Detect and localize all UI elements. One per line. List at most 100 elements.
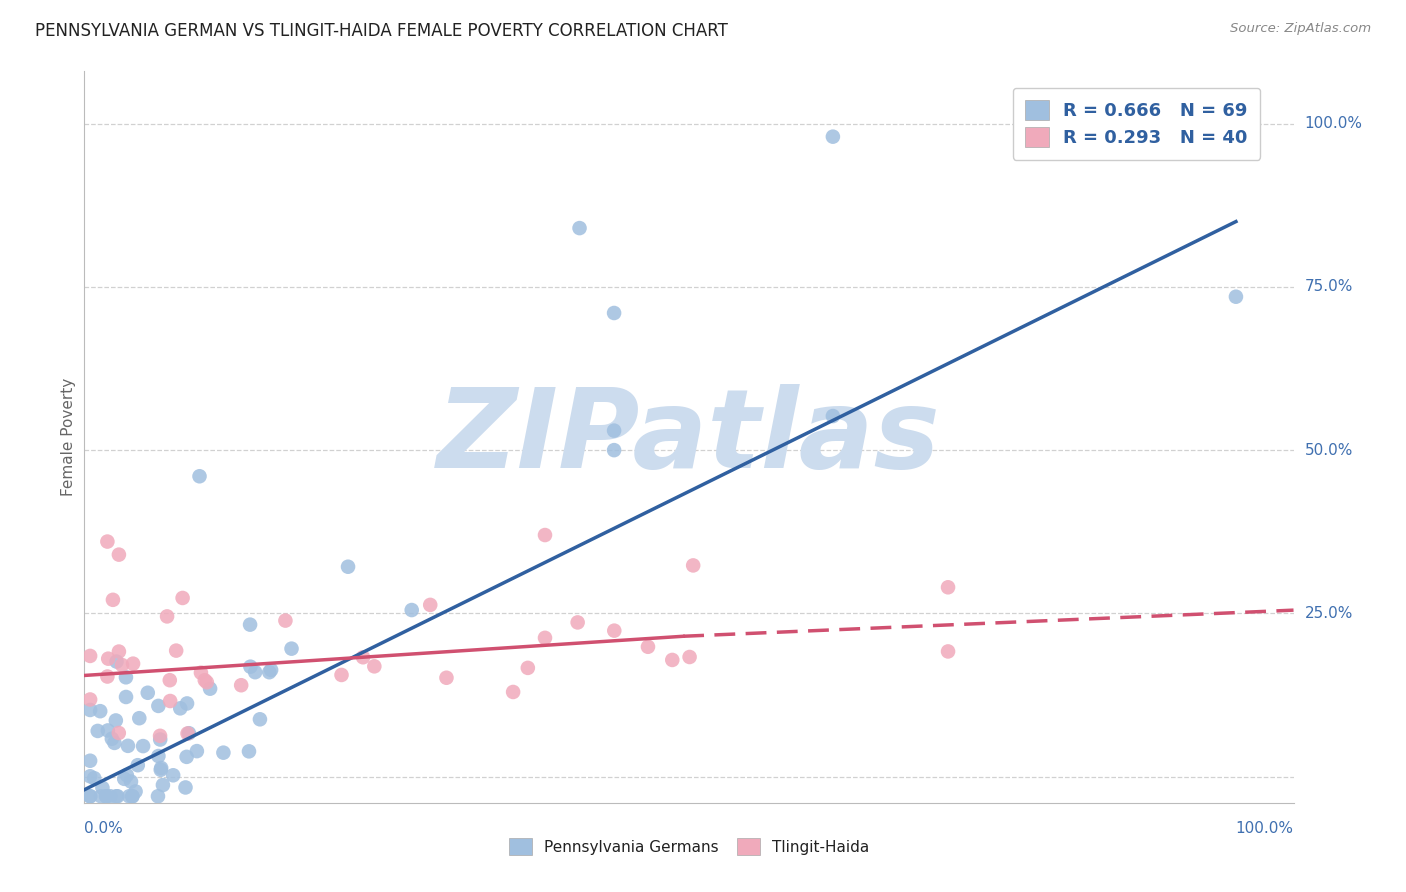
Point — [936, 644, 959, 658]
Point — [127, 758, 149, 772]
Point — [176, 726, 198, 740]
Point — [100, 789, 122, 804]
Point — [91, 780, 114, 795]
Point — [516, 661, 538, 675]
Point — [97, 651, 120, 665]
Point — [249, 712, 271, 726]
Text: 0.0%: 0.0% — [84, 822, 124, 837]
Point — [212, 746, 235, 760]
Point — [101, 731, 124, 746]
Point — [79, 692, 101, 706]
Point — [534, 631, 557, 645]
Point — [936, 580, 959, 594]
Point — [115, 768, 138, 782]
Point — [111, 658, 134, 673]
Point — [172, 591, 194, 605]
Point — [108, 548, 131, 562]
Point — [90, 789, 112, 804]
Text: PENNSYLVANIA GERMAN VS TLINGIT-HAIDA FEMALE POVERTY CORRELATION CHART: PENNSYLVANIA GERMAN VS TLINGIT-HAIDA FEM… — [35, 22, 728, 40]
Point — [79, 648, 101, 663]
Point — [274, 614, 297, 628]
Point — [159, 673, 181, 688]
Point — [436, 671, 458, 685]
Point — [79, 754, 101, 768]
Point — [121, 789, 143, 804]
Point — [169, 701, 191, 715]
Point — [1225, 117, 1247, 131]
Point — [146, 789, 169, 804]
Point — [101, 592, 124, 607]
Point — [103, 736, 125, 750]
Point — [401, 603, 423, 617]
Point — [330, 668, 353, 682]
Point — [603, 443, 626, 458]
Point — [149, 729, 172, 743]
Point — [637, 640, 659, 654]
Point — [115, 670, 138, 684]
Text: 25.0%: 25.0% — [1305, 606, 1353, 621]
Point — [186, 744, 208, 758]
Point — [83, 771, 105, 785]
Point — [176, 697, 198, 711]
Point — [79, 703, 101, 717]
Point — [502, 685, 524, 699]
Point — [661, 653, 683, 667]
Point — [122, 657, 145, 671]
Point — [120, 774, 142, 789]
Y-axis label: Female Poverty: Female Poverty — [60, 378, 76, 496]
Legend: Pennsylvania Germans, Tlingit-Haida: Pennsylvania Germans, Tlingit-Haida — [502, 832, 876, 861]
Point — [238, 744, 260, 758]
Point — [603, 624, 626, 638]
Text: 100.0%: 100.0% — [1305, 116, 1362, 131]
Point — [603, 306, 626, 320]
Point — [94, 789, 117, 804]
Point — [105, 789, 128, 804]
Point — [174, 780, 197, 795]
Point — [259, 665, 281, 680]
Point — [112, 772, 135, 786]
Point — [165, 643, 187, 657]
Point — [97, 723, 120, 738]
Point — [568, 221, 591, 235]
Point — [419, 598, 441, 612]
Point — [96, 789, 118, 804]
Point — [1225, 290, 1247, 304]
Point — [352, 650, 374, 665]
Text: ZIPatlas: ZIPatlas — [437, 384, 941, 491]
Point — [243, 665, 266, 680]
Point — [96, 669, 118, 683]
Point — [108, 644, 131, 658]
Point — [136, 686, 159, 700]
Point — [148, 749, 170, 764]
Point — [534, 528, 557, 542]
Point — [603, 424, 626, 438]
Point — [132, 739, 155, 753]
Point — [128, 711, 150, 725]
Point — [159, 694, 181, 708]
Point — [79, 789, 101, 804]
Point — [118, 789, 141, 804]
Point — [195, 675, 218, 690]
Point — [117, 739, 139, 753]
Point — [149, 732, 172, 747]
Point — [105, 655, 128, 669]
Point — [567, 615, 589, 630]
Point — [188, 469, 211, 483]
Point — [148, 698, 170, 713]
Point — [149, 763, 172, 777]
Point — [198, 681, 221, 696]
Point — [124, 784, 146, 798]
Point — [156, 609, 179, 624]
Point — [96, 534, 118, 549]
Point — [177, 726, 200, 740]
Point — [79, 789, 101, 804]
Point — [363, 659, 385, 673]
Point — [152, 778, 174, 792]
Point — [239, 659, 262, 673]
Point — [107, 726, 129, 740]
Text: 75.0%: 75.0% — [1305, 279, 1353, 294]
Point — [280, 641, 302, 656]
Point — [821, 129, 844, 144]
Point — [682, 558, 704, 573]
Point — [260, 663, 283, 677]
